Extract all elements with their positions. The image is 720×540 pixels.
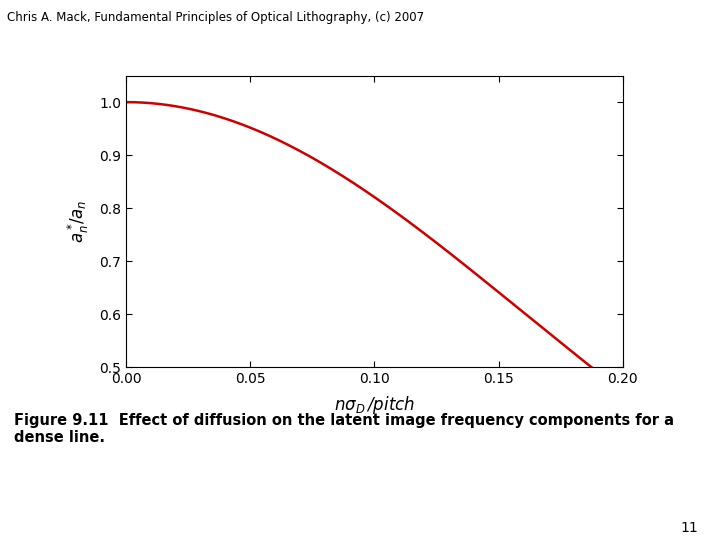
Text: 11: 11 [680,521,698,535]
X-axis label: $n\sigma_D\/$/pitch: $n\sigma_D\/$/pitch [334,394,415,416]
Text: Chris A. Mack, Fundamental Principles of Optical Lithography, (c) 2007: Chris A. Mack, Fundamental Principles of… [7,11,424,24]
Text: Figure 9.11  Effect of diffusion on the latent image frequency components for a
: Figure 9.11 Effect of diffusion on the l… [14,413,675,446]
Y-axis label: $a_n^*\!/a_n$: $a_n^*\!/a_n$ [66,200,91,243]
